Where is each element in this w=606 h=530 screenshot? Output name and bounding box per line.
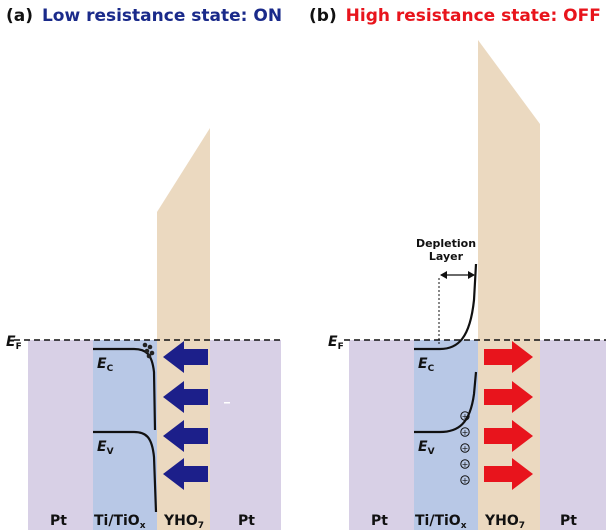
arrow-left bbox=[163, 341, 208, 373]
electron bbox=[144, 348, 150, 354]
depletion-label-line1: Depletion bbox=[416, 237, 476, 250]
pt-left-region-b bbox=[349, 340, 414, 530]
conduction-band-label-b: EC bbox=[418, 356, 435, 374]
svg-text:+: + bbox=[462, 460, 469, 469]
valence-band-b bbox=[414, 371, 478, 434]
svg-text:+: + bbox=[462, 444, 469, 453]
conduction-band-label-a: EC bbox=[97, 356, 114, 374]
panel-a-diagram: EF EC EV Pt Ti/TiOx YHO7 Pt bbox=[6, 128, 282, 530]
panel-b-label: (b) bbox=[309, 6, 337, 26]
electrons-a bbox=[142, 342, 155, 359]
hole: + bbox=[460, 459, 470, 469]
panel-b-title-text: High resistance state: OFF bbox=[345, 6, 601, 26]
panel-a-title: (a) Low resistance state: ON bbox=[6, 6, 282, 26]
fermi-level-label-a: EF bbox=[6, 334, 22, 352]
layer-label-pt-left-a: Pt bbox=[50, 513, 67, 529]
hole: + bbox=[460, 475, 470, 485]
arrow-right bbox=[484, 341, 533, 373]
hole: + bbox=[460, 443, 470, 453]
conduction-band-b bbox=[414, 263, 478, 351]
conduction-band-a bbox=[93, 347, 157, 431]
fermi-level-label-b: EF bbox=[328, 334, 344, 352]
tick-mark bbox=[224, 402, 230, 404]
pt-right-region-b bbox=[540, 340, 606, 530]
holes-b: + + + + + bbox=[460, 411, 470, 485]
electron bbox=[149, 350, 155, 356]
pt-left-region-a bbox=[28, 340, 93, 530]
arrow-right bbox=[484, 381, 533, 413]
electron bbox=[142, 342, 148, 348]
depletion-arrowhead-right bbox=[468, 271, 475, 279]
depletion-label-line2: Layer bbox=[429, 250, 464, 263]
svg-text:+: + bbox=[462, 476, 469, 485]
layer-label-titox-a: Ti/TiOx bbox=[94, 513, 146, 530]
valence-band-a bbox=[93, 430, 158, 513]
arrow-left bbox=[163, 458, 208, 490]
electron bbox=[146, 353, 152, 359]
valence-band-label-a: EV bbox=[97, 439, 114, 457]
svg-text:+: + bbox=[462, 412, 469, 421]
hole: + bbox=[460, 411, 470, 421]
arrow-right bbox=[484, 420, 533, 452]
svg-text:+: + bbox=[462, 428, 469, 437]
layer-label-pt-left-b: Pt bbox=[371, 513, 388, 529]
valence-band-label-b: EV bbox=[418, 439, 435, 457]
hole: + bbox=[460, 427, 470, 437]
panel-b-title: (b) High resistance state: OFF bbox=[309, 6, 601, 26]
arrow-left bbox=[163, 381, 208, 413]
arrow-right bbox=[484, 458, 533, 490]
pt-right-region-a bbox=[210, 340, 281, 530]
panel-b-diagram: EF EC EV Depletion Layer + + + + + Pt Ti… bbox=[328, 40, 606, 530]
panel-a-label: (a) bbox=[6, 6, 34, 26]
current-arrows-b bbox=[484, 341, 533, 490]
yho-barrier-b bbox=[478, 40, 540, 530]
panel-a-title-text: Low resistance state: ON bbox=[41, 6, 283, 26]
layer-label-titox-b: Ti/TiOx bbox=[415, 513, 467, 530]
depletion-arrowhead-left bbox=[440, 271, 447, 279]
layer-label-pt-right-b: Pt bbox=[560, 513, 577, 529]
layer-label-yho-b: YHO7 bbox=[484, 513, 525, 530]
layer-label-yho-a: YHO7 bbox=[163, 513, 204, 530]
electron bbox=[147, 344, 153, 350]
current-arrows-a bbox=[163, 341, 208, 490]
titox-region-b bbox=[414, 340, 478, 530]
arrow-left bbox=[163, 420, 208, 452]
layer-label-pt-right-a: Pt bbox=[238, 513, 255, 529]
